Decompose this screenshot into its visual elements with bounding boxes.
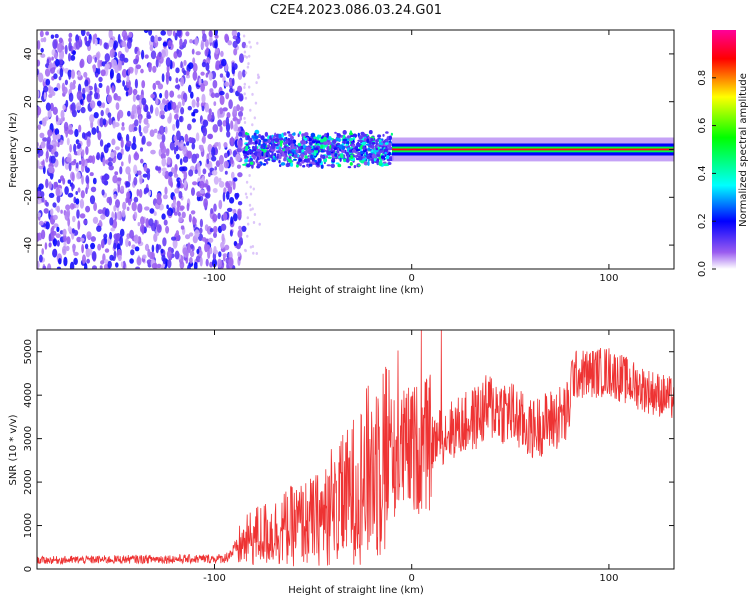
- colorbar-ticks: 0.0 0.2 0.4 0.6 0.8: [697, 70, 716, 277]
- colorbar-gradient: [712, 30, 736, 269]
- colorbar: 0.0 0.2 0.4 0.6 0.8 Normalized spectral ampl…: [697, 30, 749, 277]
- figure-title: C2E4.2023.086.03.24.G01: [270, 3, 442, 18]
- x-tick-label: 0: [409, 273, 415, 284]
- snr-xlabel: Height of straight line (km): [288, 585, 424, 596]
- x-tick-label: 0: [409, 573, 415, 584]
- spectrogram-xlabel: Height of straight line (km): [288, 285, 424, 296]
- spectrogram-ylabel: Frequency (Hz): [8, 112, 19, 188]
- x-tick-label: 100: [599, 273, 618, 284]
- y-tick-label: 4000: [23, 382, 34, 407]
- x-tick-label: -100: [203, 273, 226, 284]
- colorbar-tick-label: 0.4: [697, 165, 708, 181]
- y-tick-label: 0: [23, 146, 34, 152]
- spectrogram-heatmap: [37, 30, 674, 269]
- y-tick-label: 20: [23, 95, 34, 108]
- y-tick-label: 1000: [23, 513, 34, 538]
- y-tick-label: -40: [23, 237, 34, 253]
- y-tick-label: -20: [23, 189, 34, 205]
- heatmap-region-3: [392, 137, 674, 162]
- colorbar-tick-label: 0.2: [697, 213, 708, 229]
- colorbar-tick-label: 0.0: [697, 261, 708, 277]
- y-tick-label: 5000: [23, 339, 34, 364]
- snr-ylabel: SNR (10 * v/v): [8, 414, 19, 485]
- colorbar-label: Normalized spectral amplitude: [738, 73, 749, 227]
- spectrogram-panel: -100 0 100 -40 -20 0 20 40 Height of straight l…: [8, 29, 675, 296]
- spectrogram-ticks: -100 0 100 -40 -20 0 20 40: [23, 30, 674, 284]
- heatmap-region-2: [242, 129, 394, 169]
- colorbar-tick-label: 0.6: [697, 118, 708, 134]
- x-tick-label: -100: [203, 573, 226, 584]
- y-tick-label: 2000: [23, 469, 34, 494]
- y-tick-label: 3000: [23, 426, 34, 451]
- snr-series-line: [37, 330, 674, 567]
- x-tick-label: 100: [599, 573, 618, 584]
- y-tick-label: 40: [23, 48, 34, 61]
- y-tick-label: 0: [23, 566, 34, 572]
- colorbar-tick-label: 0.8: [697, 70, 708, 86]
- snr-frame: [36, 329, 675, 570]
- heatmap-region-1: [37, 30, 261, 269]
